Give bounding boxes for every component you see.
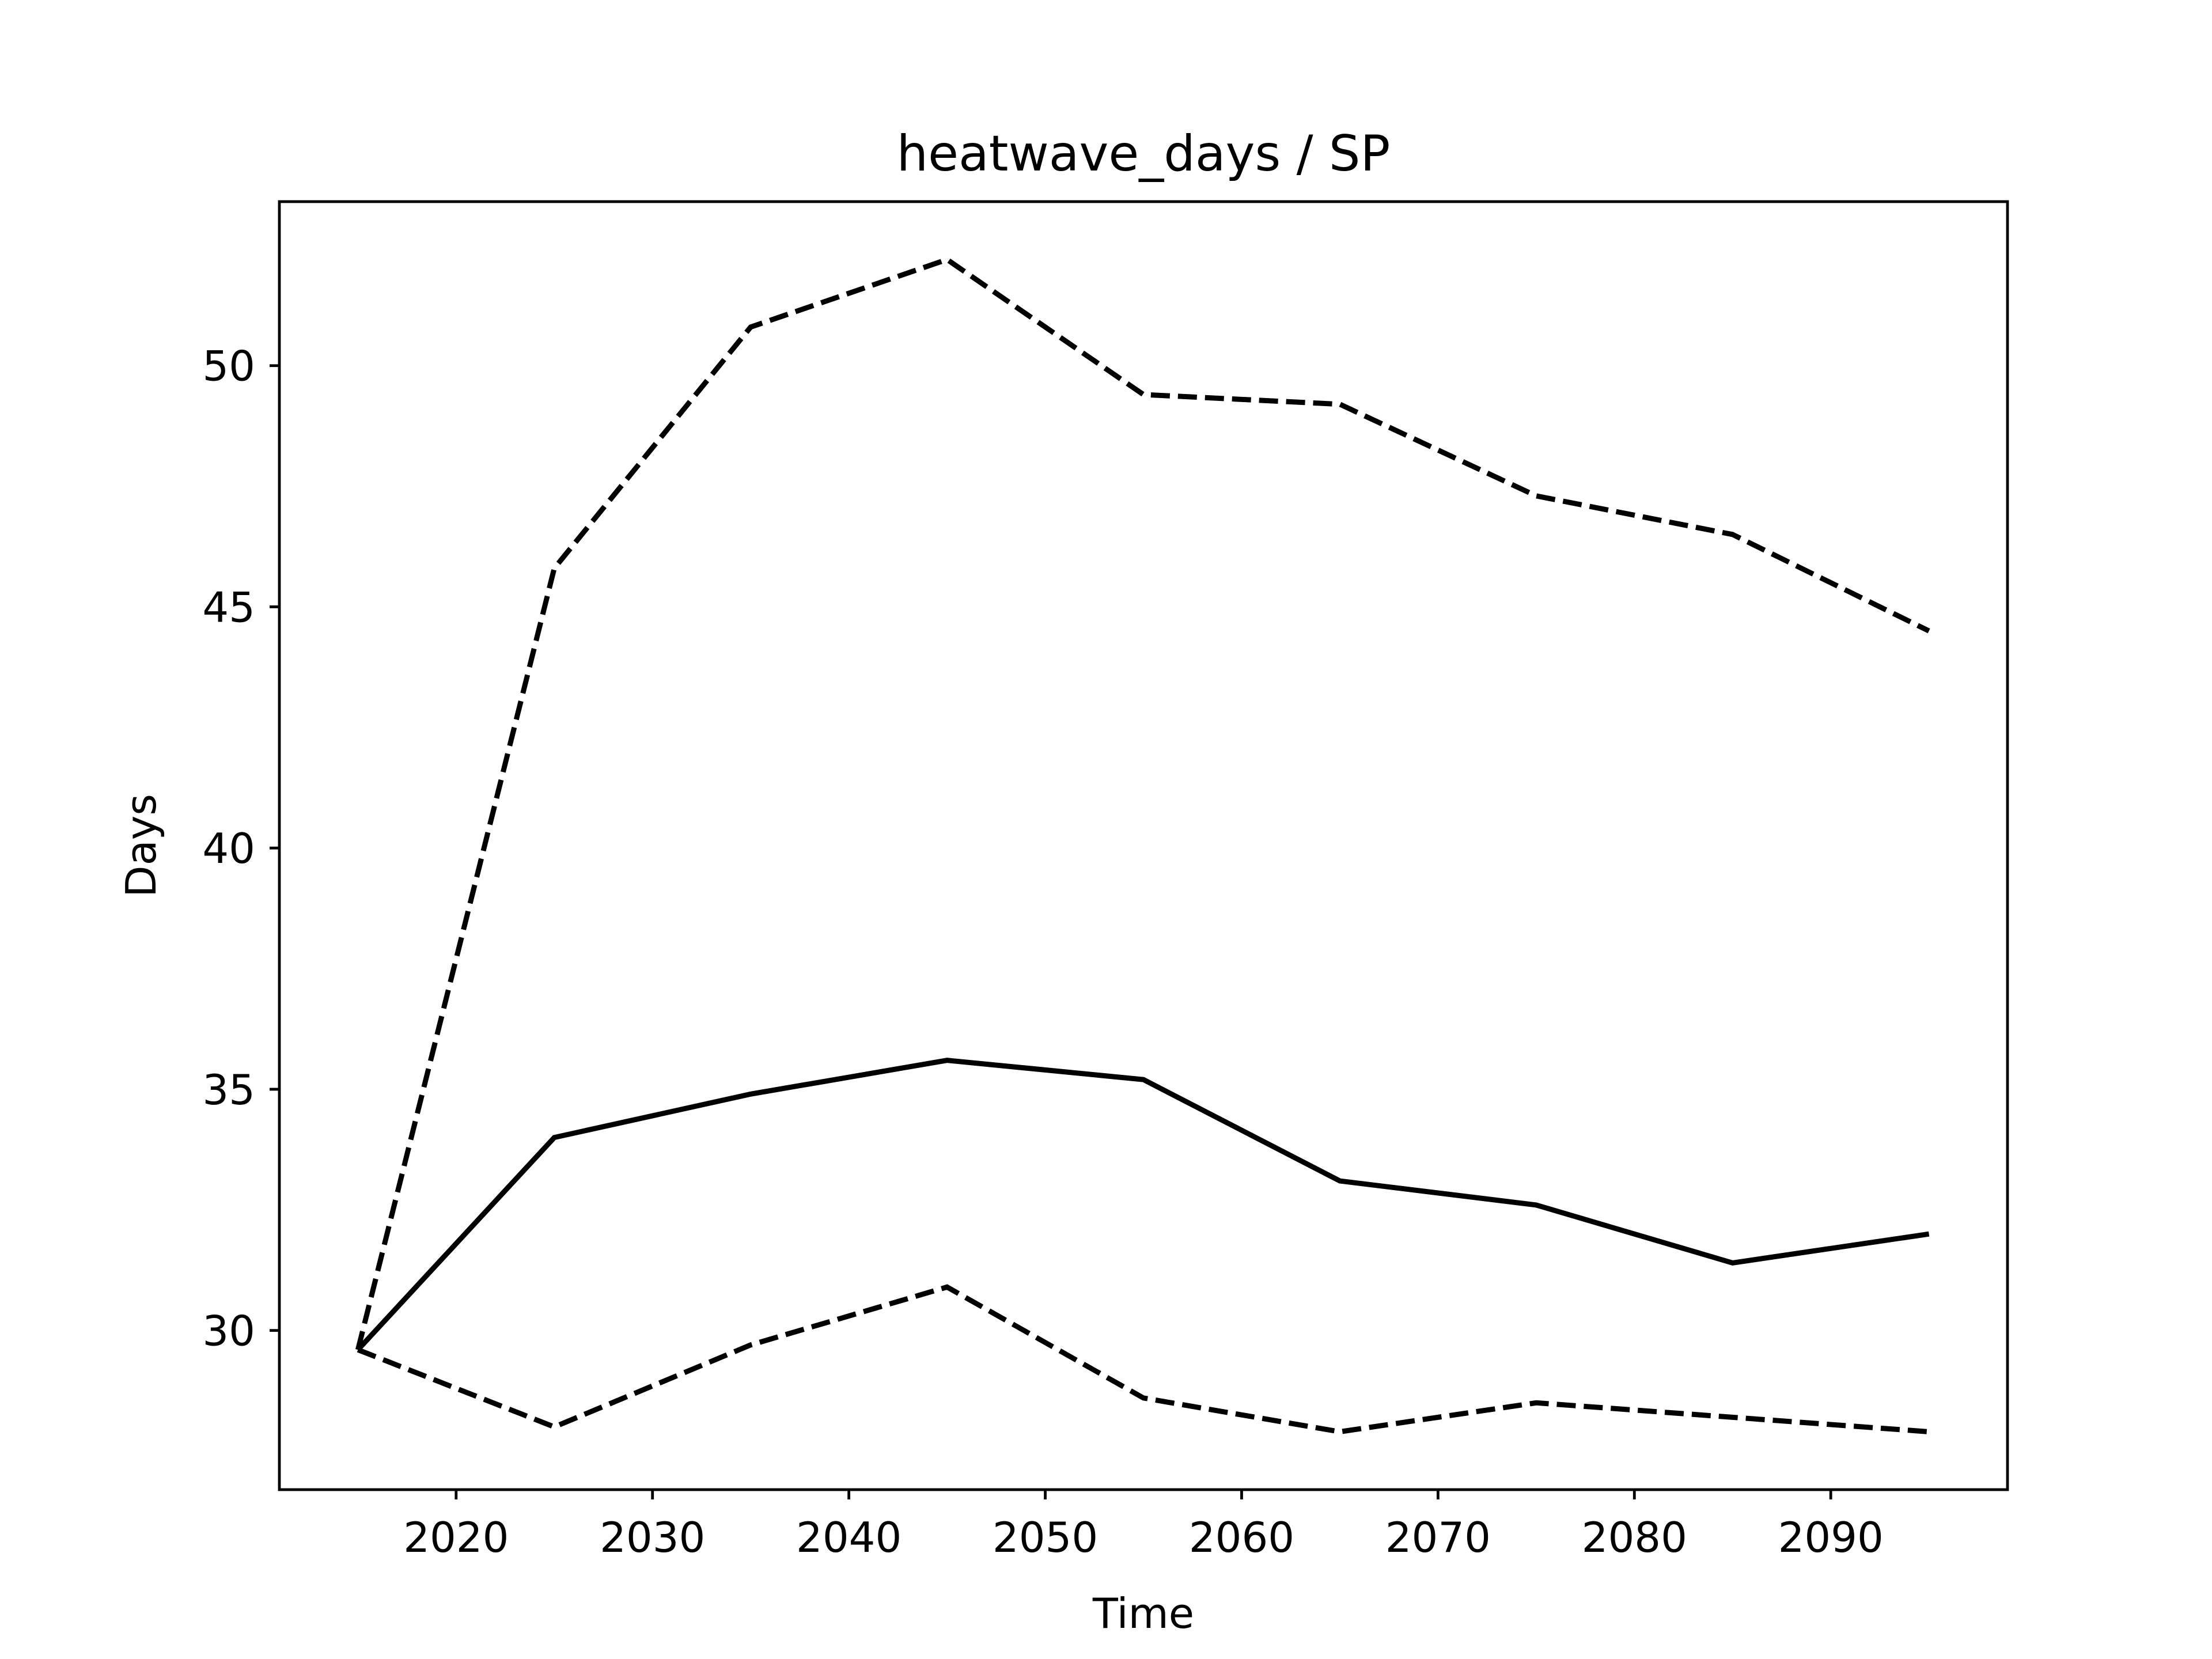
y-tick-label: 35 [202,1066,255,1114]
x-tick-label: 2090 [1778,1513,1884,1562]
series-layer [355,256,1930,1435]
x-tick-label: 2060 [1189,1513,1294,1562]
series-line-1 [356,1058,1930,1352]
x-tick-label: 2030 [600,1513,705,1562]
series-line-0 [355,256,1930,1351]
y-tick-label: 50 [202,342,255,391]
x-tick-label: 2020 [403,1513,509,1562]
x-tick-label: 2070 [1385,1513,1491,1562]
axis-ticks: 2020 2030 2040 2050 2060 2070 2080 2090 30 35 40 45… [202,342,1883,1562]
x-tick-label: 2050 [993,1513,1098,1562]
y-tick-label: 45 [202,583,255,631]
y-tick-label: 40 [202,824,255,873]
series-line-2 [357,1284,1929,1435]
y-tick-label: 30 [202,1307,255,1355]
x-tick-label: 2040 [796,1513,902,1562]
plot-area-frame [278,200,2009,1491]
x-tick-label: 2080 [1582,1513,1687,1562]
y-axis-label: Days [117,794,165,897]
x-axis-label: Time [1092,1589,1194,1638]
chart-title: heatwave_days / SP [897,125,1391,183]
